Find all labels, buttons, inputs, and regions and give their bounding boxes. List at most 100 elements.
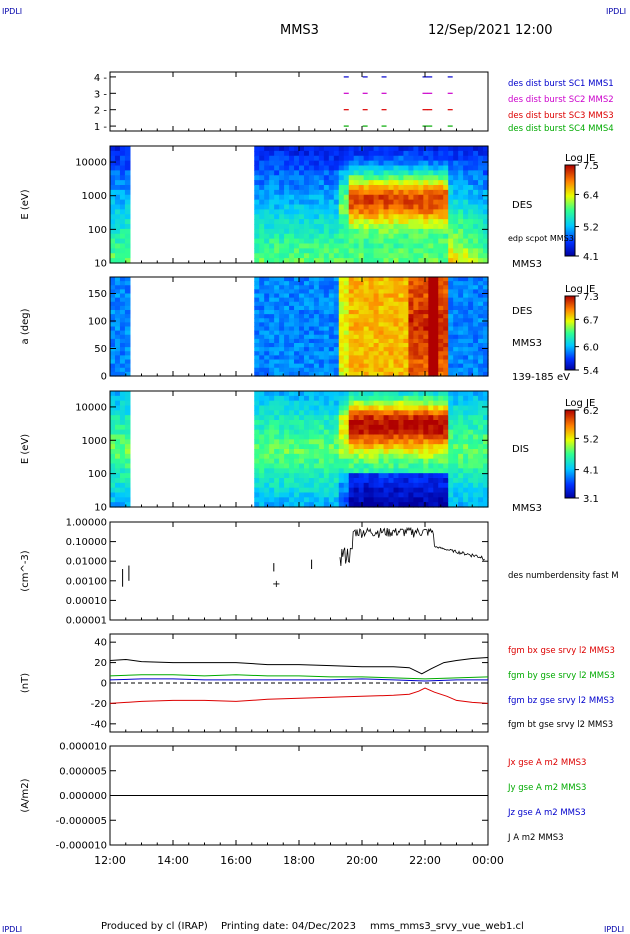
spectrogram-cell bbox=[403, 463, 410, 469]
spectrogram-cell bbox=[294, 367, 300, 373]
spectrogram-cell bbox=[408, 289, 414, 295]
spectrogram-cell bbox=[473, 297, 479, 303]
spectrogram-cell bbox=[343, 155, 350, 162]
spectrogram-cell bbox=[413, 165, 419, 171]
spectrogram-cell bbox=[323, 400, 330, 407]
spectrogram-cell bbox=[478, 355, 484, 361]
spectrogram-cell bbox=[373, 285, 380, 290]
spectrogram-cell bbox=[259, 334, 265, 340]
spectrogram-cell bbox=[368, 492, 375, 498]
spectrogram-cell bbox=[433, 155, 439, 162]
spectrogram-cell bbox=[388, 429, 395, 436]
spectrogram-cell bbox=[284, 420, 290, 426]
spectrogram-cell bbox=[478, 224, 484, 230]
spectrogram-cell bbox=[289, 347, 295, 352]
spectrogram-cell bbox=[313, 224, 320, 230]
spectrogram-cell bbox=[124, 224, 131, 230]
spectrogram-cell bbox=[313, 351, 320, 356]
spectrogram-cell bbox=[363, 228, 370, 235]
spectrogram-cell bbox=[110, 367, 116, 373]
spectrogram-cell bbox=[378, 434, 385, 440]
spectrogram-cell bbox=[303, 453, 310, 460]
spectrogram-cell bbox=[343, 439, 350, 445]
spectrogram-cell bbox=[483, 492, 489, 498]
spectrogram-cell bbox=[448, 301, 454, 307]
spectrogram-cell bbox=[119, 170, 126, 176]
spectrogram-cell bbox=[408, 293, 414, 299]
spectrogram-cell bbox=[463, 371, 469, 377]
spectrogram-cell bbox=[383, 253, 390, 259]
spectrogram-cell bbox=[438, 359, 444, 365]
spectrogram-cell bbox=[443, 293, 449, 299]
spectrogram-cell bbox=[313, 492, 320, 498]
spectrogram-cell bbox=[313, 367, 320, 373]
spectrogram-cell bbox=[443, 347, 449, 352]
spectrogram-cell bbox=[398, 314, 405, 319]
spectrogram-cell bbox=[473, 391, 479, 397]
spectrogram-cell bbox=[264, 146, 270, 152]
spectrogram-cell bbox=[284, 180, 290, 186]
spectrogram-cell bbox=[338, 285, 345, 290]
spectrogram-cell bbox=[259, 478, 265, 484]
spectrogram-cell bbox=[279, 189, 285, 196]
spectrogram-cell bbox=[473, 277, 479, 282]
spectrogram-cell bbox=[110, 487, 116, 494]
spectrogram-cell bbox=[363, 297, 370, 303]
spectrogram-cell bbox=[388, 165, 395, 171]
spectrogram-cell bbox=[274, 351, 280, 356]
spectrogram-cell bbox=[363, 258, 370, 264]
spectrogram-cell bbox=[323, 175, 330, 181]
spectrogram-cell bbox=[408, 199, 414, 206]
spectrogram-cell bbox=[373, 160, 380, 167]
spectrogram-cell bbox=[254, 277, 260, 282]
spectrogram-cell bbox=[299, 400, 305, 407]
spectrogram-cell bbox=[284, 458, 290, 465]
spectrogram-cell bbox=[438, 238, 444, 245]
spectrogram-cell bbox=[110, 482, 116, 489]
spectrogram-cell bbox=[323, 293, 330, 299]
spectrogram-cell bbox=[323, 371, 330, 377]
spectrogram-cell bbox=[368, 424, 375, 431]
spectrogram-cell bbox=[264, 395, 270, 402]
spectrogram-cell bbox=[423, 434, 429, 440]
spectrogram-cell bbox=[274, 371, 280, 377]
x-tick-label: 12:00 bbox=[94, 854, 126, 867]
spectrogram-cell bbox=[438, 219, 444, 225]
spectrogram-cell bbox=[338, 301, 345, 307]
spectrogram-cell bbox=[318, 334, 325, 340]
spectrogram-cell bbox=[313, 429, 320, 436]
spectrogram-cell bbox=[403, 204, 410, 210]
spectrogram-cell bbox=[478, 395, 484, 402]
spectrogram-cell bbox=[259, 165, 265, 171]
spectrogram-cell bbox=[378, 209, 385, 215]
spectrogram-cell bbox=[388, 175, 395, 181]
spectrogram-cell bbox=[303, 473, 310, 479]
spectrogram-cell bbox=[383, 243, 390, 249]
spectrogram-cell bbox=[348, 449, 355, 455]
spectrogram-cell bbox=[368, 318, 375, 323]
spectrogram-cell bbox=[348, 463, 355, 469]
spectrogram-cell bbox=[110, 434, 116, 440]
spectrogram-cell bbox=[423, 310, 429, 315]
spectrogram-cell bbox=[408, 150, 414, 157]
spectrogram-cell bbox=[438, 424, 444, 431]
spectrogram-cell bbox=[483, 334, 489, 340]
spectrogram-cell bbox=[269, 146, 275, 152]
spectrogram-cell bbox=[318, 444, 325, 450]
spectrogram-cell bbox=[274, 289, 280, 295]
spectrogram-cell bbox=[124, 424, 131, 431]
spectrogram-cell bbox=[473, 301, 479, 307]
spectrogram-cell bbox=[274, 238, 280, 245]
spectrogram-cell bbox=[428, 318, 434, 323]
spectrogram-cell bbox=[373, 289, 380, 295]
spectrogram-cell bbox=[264, 318, 270, 323]
spectrogram-cell bbox=[368, 326, 375, 332]
spectrogram-cell bbox=[413, 209, 419, 215]
spectrogram-cell bbox=[110, 326, 116, 332]
spectrogram-cell bbox=[358, 238, 365, 245]
spectrogram-cell bbox=[333, 189, 340, 196]
spectrogram-cell bbox=[473, 224, 479, 230]
spectrogram-cell bbox=[458, 185, 464, 191]
spectrogram-cell bbox=[289, 233, 295, 240]
spectrogram-cell bbox=[348, 410, 355, 416]
